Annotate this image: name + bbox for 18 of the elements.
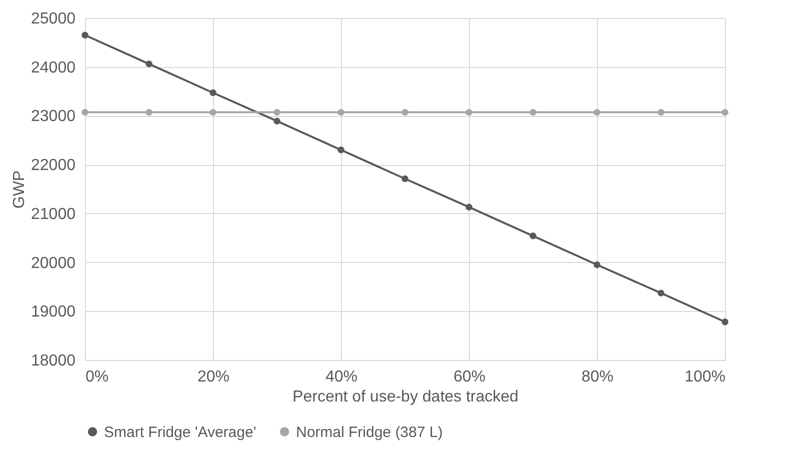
x-tick-label: 0%	[86, 368, 109, 386]
x-tick-label: 40%	[325, 368, 358, 386]
y-tick-label: 19000	[31, 304, 76, 321]
y-tick-label: 24000	[31, 59, 76, 76]
y-tick-label: 25000	[31, 10, 76, 28]
y-tick-label: 22000	[31, 157, 76, 174]
x-tick-label: 20%	[197, 368, 230, 386]
x-tick-label: 80%	[581, 368, 614, 386]
y-tick-label: 23000	[31, 108, 76, 126]
y-tick-label: 18000	[31, 352, 76, 370]
legend-label: Smart Fridge 'Average'	[104, 424, 256, 441]
y-tick-label: 21000	[31, 206, 76, 223]
x-tick-label: 100%	[684, 368, 726, 386]
y-axis-title: GWP	[11, 170, 28, 209]
x-axis-title: Percent of use-by dates tracked	[292, 388, 518, 406]
legend-label: Normal Fridge (387 L)	[296, 424, 443, 441]
y-tick-label: 20000	[31, 254, 76, 272]
x-tick-label: 60%	[453, 368, 486, 386]
